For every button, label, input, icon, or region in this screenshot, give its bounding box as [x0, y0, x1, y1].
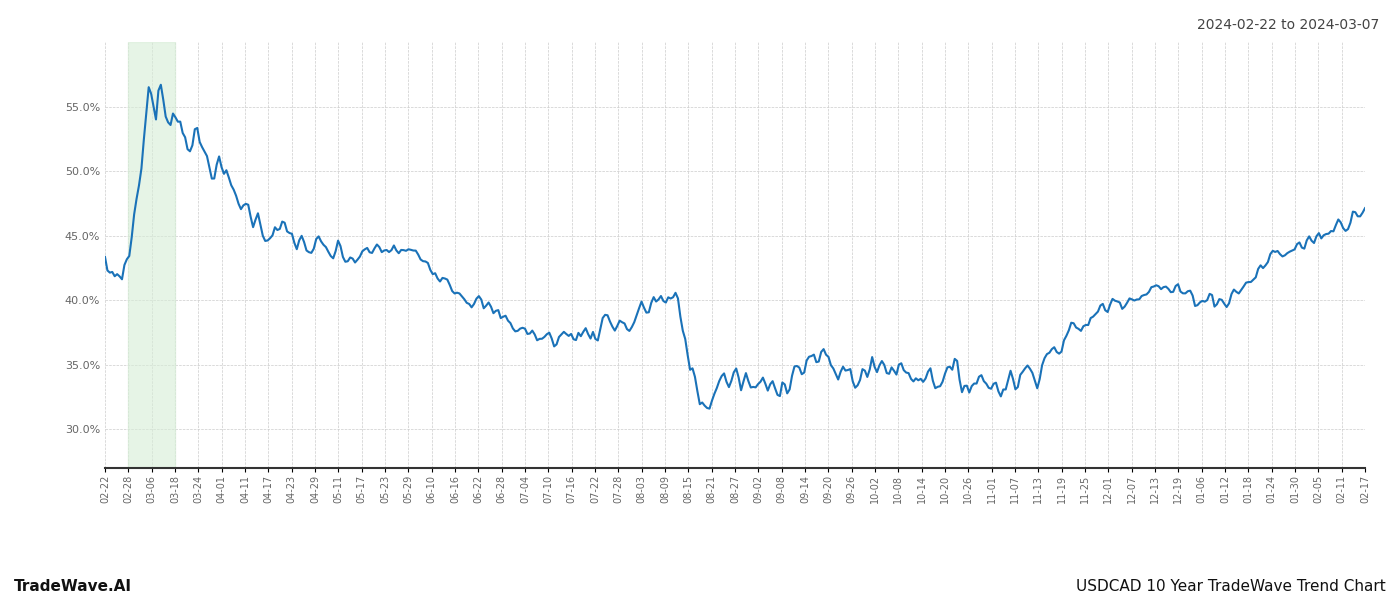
- Bar: [129, 42, 175, 468]
- Text: 2024-02-22 to 2024-03-07: 2024-02-22 to 2024-03-07: [1197, 18, 1379, 32]
- Text: TradeWave.AI: TradeWave.AI: [14, 579, 132, 594]
- Text: USDCAD 10 Year TradeWave Trend Chart: USDCAD 10 Year TradeWave Trend Chart: [1077, 579, 1386, 594]
